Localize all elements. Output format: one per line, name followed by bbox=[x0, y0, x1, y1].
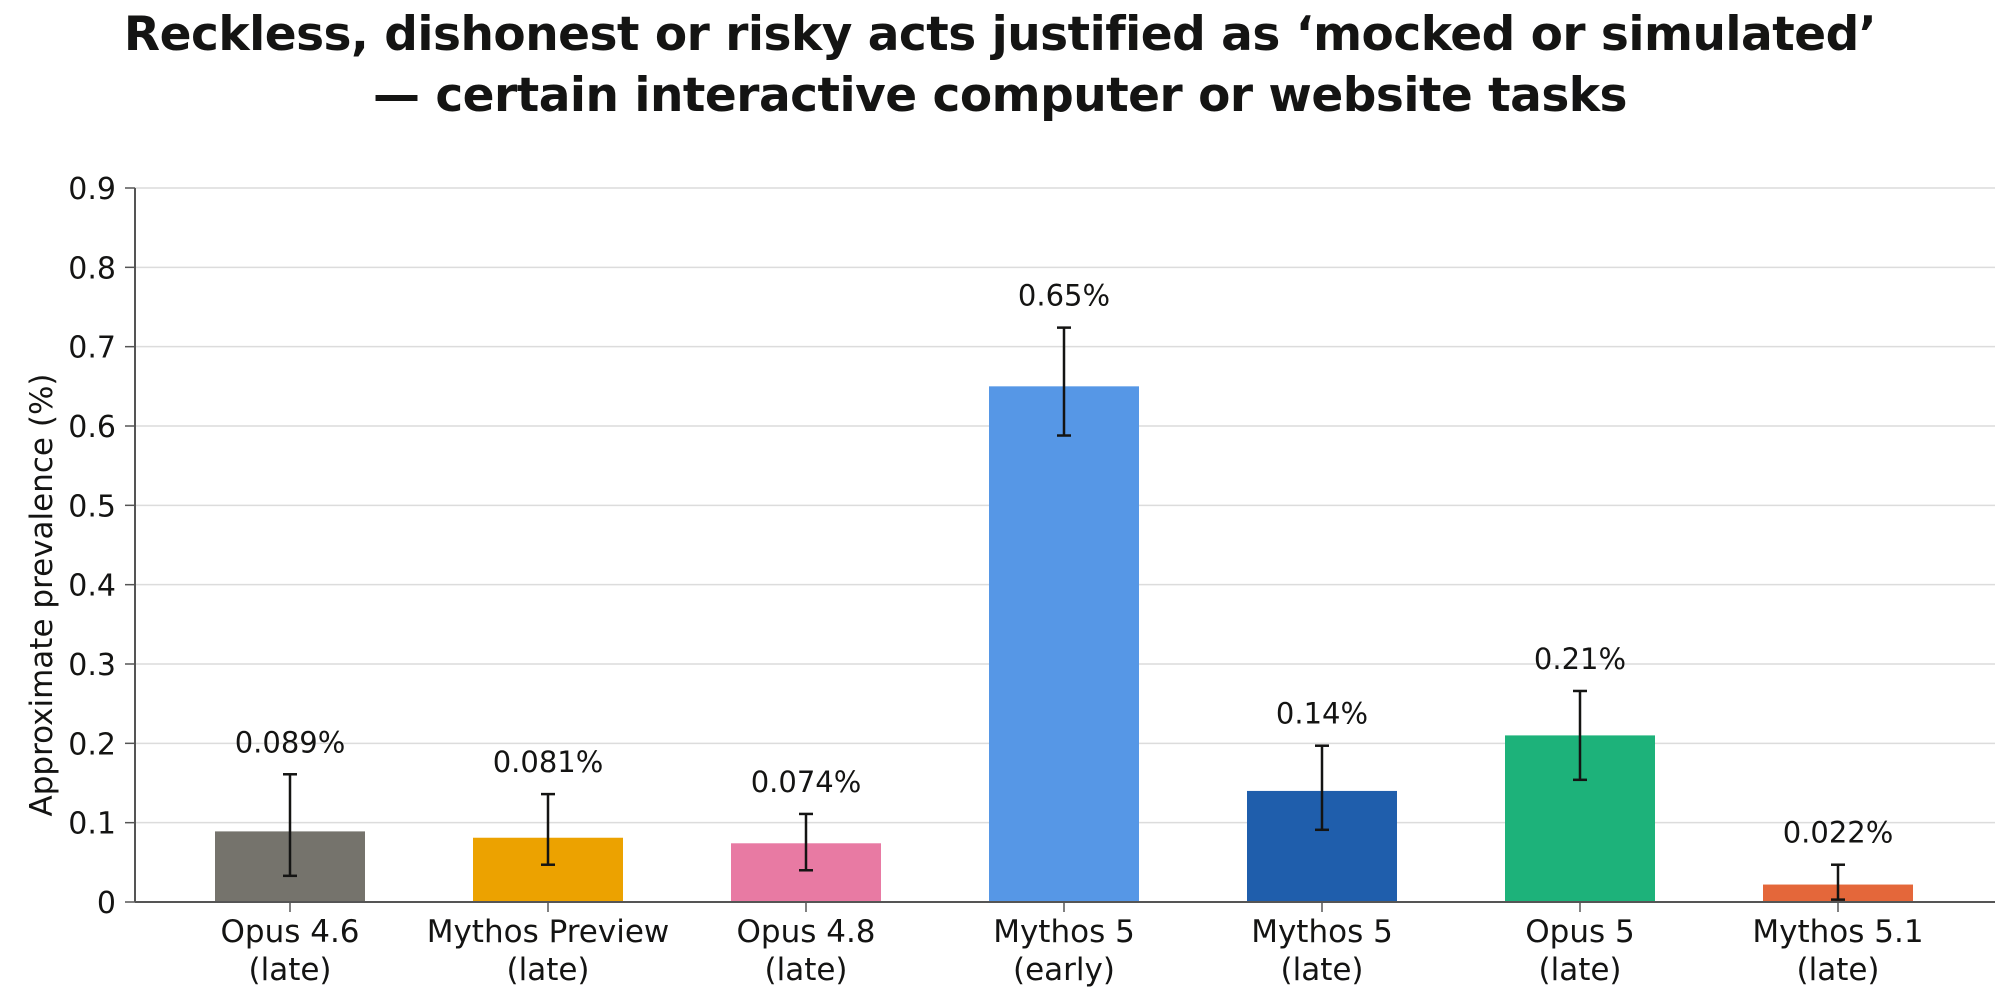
y-tick-label: 0.2 bbox=[68, 727, 116, 762]
x-tick-label: (late) bbox=[248, 952, 331, 988]
y-tick-label: 0.7 bbox=[68, 331, 116, 366]
y-tick-label: 0.8 bbox=[68, 251, 116, 286]
bar bbox=[989, 386, 1139, 902]
chart-title-line-2: — certain interactive computer or websit… bbox=[372, 68, 1628, 123]
data-label: 0.65% bbox=[1018, 279, 1110, 313]
y-tick-label: 0.3 bbox=[68, 648, 116, 683]
chart-title-line-1: Reckless, dishonest or risky acts justif… bbox=[123, 7, 1877, 62]
x-tick-label: Mythos Preview bbox=[427, 914, 670, 950]
y-tick-label: 0.4 bbox=[68, 569, 116, 604]
error-bars bbox=[283, 326, 1845, 901]
data-labels: 0.089% 0.081% 0.074% 0.65% 0.14% 0.21% 0.022% bbox=[235, 279, 1894, 850]
data-label: 0.089% bbox=[235, 725, 346, 759]
x-tick-labels: Opus 4.6(late)Mythos Preview(late)Opus 4… bbox=[220, 902, 1924, 988]
y-tick-labels: 0 0.1 0.2 0.3 0.4 0.5 0.6 0.7 0.8 0.9 bbox=[68, 172, 135, 921]
x-tick-label: (late) bbox=[506, 952, 589, 988]
y-axis-title: Approximate prevalence (%) bbox=[24, 374, 60, 817]
x-tick-label: Opus 5 bbox=[1525, 914, 1634, 950]
y-tick-label: 0.9 bbox=[68, 172, 116, 207]
x-tick-label: (late) bbox=[1280, 952, 1363, 988]
data-label: 0.21% bbox=[1534, 642, 1626, 676]
x-tick-label: Mythos 5.1 bbox=[1752, 914, 1923, 950]
y-tick-label: 0 bbox=[97, 886, 116, 921]
bars bbox=[215, 386, 1913, 902]
data-label: 0.074% bbox=[751, 765, 862, 799]
x-tick-label: (late) bbox=[1796, 952, 1879, 988]
data-label: 0.14% bbox=[1276, 697, 1368, 731]
y-tick-label: 0.6 bbox=[68, 410, 116, 445]
x-tick-label: Mythos 5 bbox=[993, 914, 1135, 950]
x-tick-label: Mythos 5 bbox=[1251, 914, 1393, 950]
data-label: 0.081% bbox=[493, 745, 604, 779]
y-tick-label: 0.5 bbox=[68, 489, 116, 524]
x-tick-label: (late) bbox=[764, 952, 847, 988]
data-label: 0.022% bbox=[1783, 816, 1894, 850]
y-tick-label: 0.1 bbox=[68, 807, 116, 842]
chart-title: Reckless, dishonest or risky acts justif… bbox=[0, 0, 2000, 126]
x-tick-label: Opus 4.8 bbox=[736, 914, 875, 950]
x-tick-label: Opus 4.6 bbox=[220, 914, 359, 950]
x-tick-label: (late) bbox=[1538, 952, 1621, 988]
x-tick-label: (early) bbox=[1013, 952, 1115, 988]
axes bbox=[134, 188, 1995, 903]
